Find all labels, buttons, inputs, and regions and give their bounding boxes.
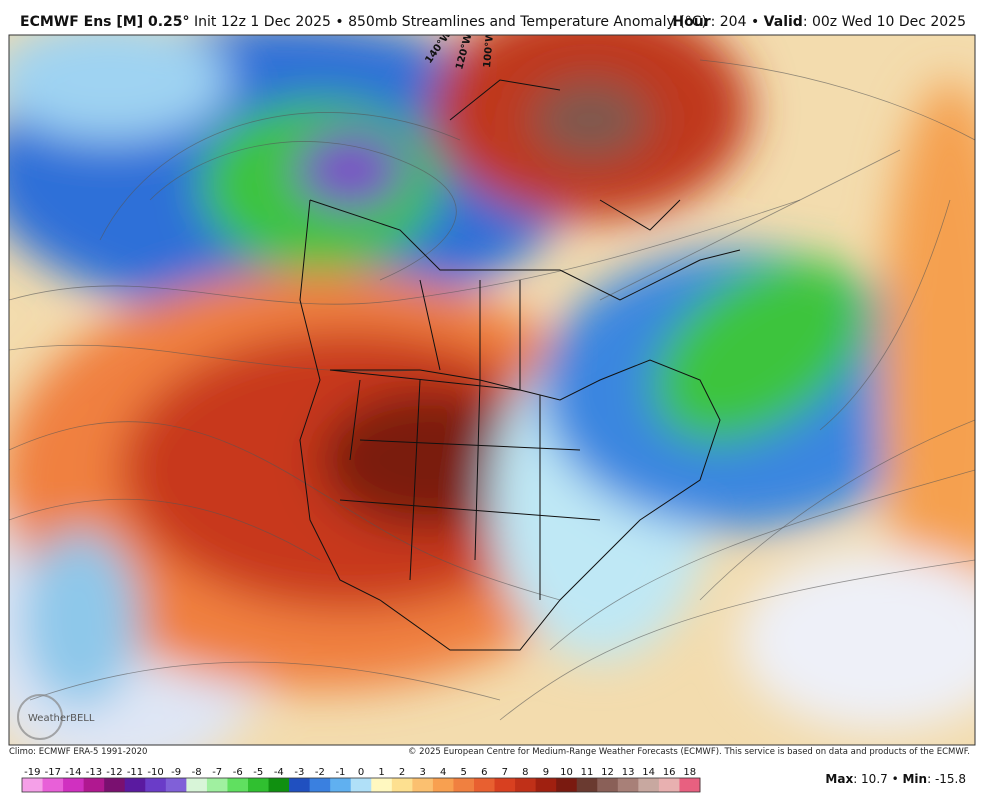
colorbar-label: -19 [24, 767, 40, 778]
colorbar-label: -7 [212, 767, 222, 778]
colorbar-swatch [474, 778, 496, 792]
colorbar-label: 0 [358, 767, 364, 778]
colorbar-swatch [391, 778, 413, 792]
colorbar-label: -5 [253, 767, 263, 778]
colorbar-label: -9 [171, 767, 181, 778]
header-right: Hour: 204 • Valid: 00z Wed 10 Dec 2025 [672, 14, 966, 30]
colorbar-frame [21, 777, 701, 793]
colorbar-label: -2 [315, 767, 325, 778]
lon-label: 100°W [482, 31, 496, 69]
colorbar-swatch [104, 778, 126, 792]
colorbar-swatch [227, 778, 249, 792]
colorbar-label: -1 [335, 767, 345, 778]
hour-label: Hour [672, 14, 710, 30]
colorbar-label: -11 [127, 767, 143, 778]
colorbar-label: 1 [378, 767, 384, 778]
colorbar-swatch [371, 778, 393, 792]
logo: WeatherBELL [28, 713, 95, 724]
colorbar-swatch [515, 778, 537, 792]
colorbar-swatch [63, 778, 85, 792]
colorbar-swatch [309, 778, 331, 792]
model: ECMWF Ens [M] 0.25° [20, 14, 190, 30]
colorbar-label: 14 [642, 767, 655, 778]
colorbar-swatch [186, 778, 208, 792]
colorbar-swatch [556, 778, 578, 792]
colorbar: -19 -17 -14 -13 -12 -11 -10 -9 -8 -7 -6 -5 -4 -3 -2 -1 0… [21, 767, 701, 793]
colorbar-swatch [350, 778, 372, 792]
colorbar-swatch [617, 778, 639, 792]
borders [299, 79, 741, 651]
valid-label: Valid [764, 14, 803, 30]
colorbar-label: 18 [683, 767, 696, 778]
colorbar-swatch [576, 778, 598, 792]
colorbar-swatch [206, 778, 228, 792]
colorbar-swatch [83, 778, 105, 792]
max-label: Max [825, 772, 853, 786]
map: 140°W 120°W 100°W WeatherBELL [9, 31, 975, 745]
colorbar-swatch [22, 778, 44, 792]
colorbar-swatch [535, 778, 557, 792]
colorbar-label: -3 [294, 767, 304, 778]
logo-globe [17, 694, 63, 740]
colorbar-label: -4 [274, 767, 284, 778]
colorbar-swatch [289, 778, 311, 792]
colorbar-swatch [453, 778, 475, 792]
map-frame [8, 34, 976, 746]
colorbar-swatch [42, 778, 64, 792]
colorbar-label: 6 [481, 767, 487, 778]
colorbar-label: 11 [581, 767, 594, 778]
colorbar-swatch [597, 778, 619, 792]
colorbar-swatch [638, 778, 660, 792]
colorbar-label: 4 [440, 767, 446, 778]
colorbar-label: -17 [45, 767, 61, 778]
colorbar-label: 5 [461, 767, 467, 778]
colorbar-label: 13 [622, 767, 635, 778]
colorbar-swatch [330, 778, 352, 792]
colorbar-label: 12 [601, 767, 614, 778]
colorbar-label: 7 [502, 767, 508, 778]
colorbar-swatch [268, 778, 290, 792]
colorbar-swatch [124, 778, 146, 792]
colorbar-label: 16 [663, 767, 676, 778]
colorbar-label: -6 [233, 767, 243, 778]
colorbar-swatch [658, 778, 680, 792]
streamlines [9, 59, 975, 721]
colorbar-label: -14 [65, 767, 81, 778]
colorbar-swatch [679, 778, 701, 792]
colorbar-label: -13 [86, 767, 102, 778]
colorbar-label: -12 [106, 767, 122, 778]
colorbar-swatch [145, 778, 167, 792]
colorbar-swatch [412, 778, 434, 792]
min-label: Min [902, 772, 927, 786]
colorbar-label: 3 [419, 767, 425, 778]
header-left: ECMWF Ens [M] 0.25° Init 12z 1 Dec 2025 … [20, 14, 707, 30]
copyright: © 2025 European Centre for Medium-Range … [408, 747, 970, 757]
colorbar-label: 10 [560, 767, 573, 778]
colorbar-swatch [432, 778, 454, 792]
stats: Max: 10.7 • Min: -15.8 [825, 772, 966, 786]
max-value: : 10.7 • [853, 772, 898, 786]
colorbar-label: -10 [147, 767, 163, 778]
colorbar-label: 2 [399, 767, 405, 778]
init-info: Init 12z 1 Dec 2025 • 850mb Streamlines … [194, 14, 707, 30]
colorbar-label: 9 [543, 767, 549, 778]
colorbar-label: 8 [522, 767, 528, 778]
min-value: : -15.8 [927, 772, 966, 786]
colorbar-swatch [494, 778, 516, 792]
colorbar-swatch [248, 778, 270, 792]
colorbar-label: -8 [192, 767, 202, 778]
climo-note: Climo: ECMWF ERA-5 1991-2020 [9, 747, 147, 757]
hour-value: : 204 • [711, 14, 760, 30]
colorbar-swatch [165, 778, 187, 792]
valid-value: : 00z Wed 10 Dec 2025 [803, 14, 966, 30]
